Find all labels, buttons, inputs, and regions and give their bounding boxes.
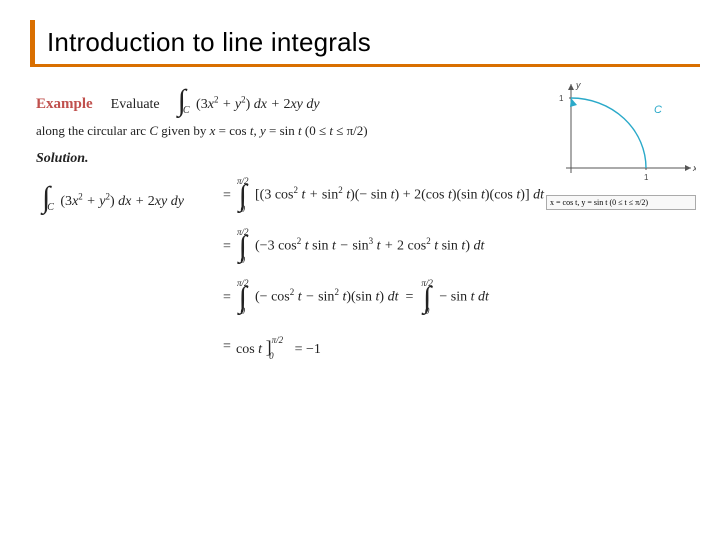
example-label: Example bbox=[36, 96, 93, 113]
equals-3: = bbox=[218, 290, 236, 306]
eq-row-4: = cos t ]π/20 = −1 bbox=[42, 330, 700, 364]
solution-label: Solution. bbox=[36, 151, 700, 167]
along-text: along the circular arc C given by x = co… bbox=[36, 123, 700, 139]
equals-4: = bbox=[218, 339, 236, 355]
problem-row: Example Evaluate ∫C (3x2 + y2) dx + 2xy … bbox=[36, 85, 700, 113]
eq-row-3: = π/2∫0 (− cos2 t − sin2 t)(sin t) dt = … bbox=[42, 279, 700, 316]
content-area: Example Evaluate ∫C (3x2 + y2) dx + 2xy … bbox=[36, 85, 700, 378]
title-bar: Introduction to line integrals bbox=[30, 20, 371, 64]
page-title: Introduction to line integrals bbox=[47, 27, 371, 58]
eq-lhs: ∫C (3x2 + y2) dx + 2xy dy bbox=[42, 182, 218, 210]
equation-block: ∫C (3x2 + y2) dx + 2xy dy = π/2∫0 [(3 co… bbox=[42, 177, 700, 364]
eq-rhs-2: π/2∫0 (−3 cos2 t sin t − sin3 t + 2 cos2… bbox=[236, 228, 484, 265]
eq-row-1: ∫C (3x2 + y2) dx + 2xy dy = π/2∫0 [(3 co… bbox=[42, 177, 700, 214]
equals-2: = bbox=[218, 239, 236, 255]
title-underline bbox=[30, 64, 700, 67]
eq-rhs-1: π/2∫0 [(3 cos2 t + sin2 t)(− sin t) + 2(… bbox=[236, 177, 544, 214]
eq-rhs-4: cos t ]π/20 = −1 bbox=[236, 337, 321, 358]
evaluate-label: Evaluate bbox=[111, 97, 160, 113]
eq-rhs-3: π/2∫0 (− cos2 t − sin2 t)(sin t) dt = π/… bbox=[236, 279, 489, 316]
equals-1: = bbox=[218, 188, 236, 204]
problem-integral: ∫C (3x2 + y2) dx + 2xy dy bbox=[178, 85, 320, 113]
eq-row-2: = π/2∫0 (−3 cos2 t sin t − sin3 t + 2 co… bbox=[42, 228, 700, 265]
